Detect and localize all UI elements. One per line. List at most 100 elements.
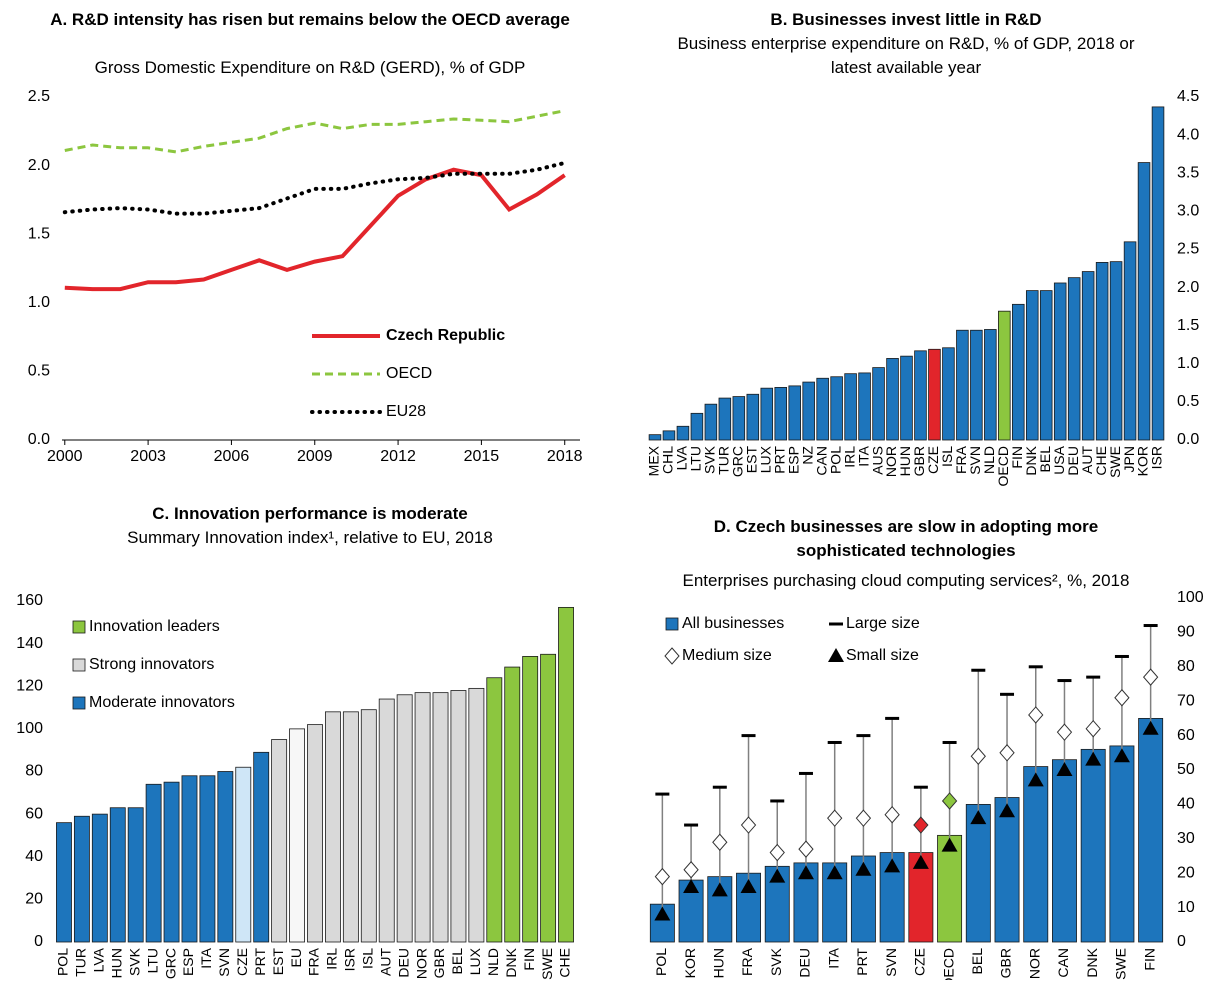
marker	[999, 803, 1016, 818]
bar	[127, 807, 144, 943]
line-series	[64, 109, 565, 154]
marker	[970, 747, 986, 765]
marker	[769, 843, 785, 862]
marker	[712, 833, 728, 851]
x-tick-label: AUT	[377, 948, 393, 976]
y-tick-label: 0	[34, 933, 43, 950]
legend-label: EU28	[386, 403, 426, 420]
x-tick-label: BEL	[1037, 446, 1053, 473]
x-tick-label: SVN	[883, 948, 899, 977]
marker	[970, 810, 987, 825]
chart: 0.00.51.01.52.02.53.03.54.04.5MEXCHLLVAL…	[646, 88, 1200, 486]
bar	[788, 385, 801, 441]
bar	[760, 387, 774, 441]
bar	[450, 690, 467, 943]
legend-swatch	[828, 648, 844, 662]
marker	[1142, 720, 1159, 735]
x-tick-label: EST	[744, 446, 760, 474]
bar	[970, 329, 983, 441]
bar	[872, 367, 885, 441]
bar	[342, 711, 359, 943]
y-tick-label: 60	[1177, 727, 1195, 744]
x-tick-label: OECD	[995, 446, 1011, 486]
bar	[217, 771, 234, 943]
bar	[253, 751, 270, 943]
marker	[1114, 689, 1130, 707]
chart-title: C. Innovation performance is moderate	[152, 504, 468, 523]
y-tick-label: 100	[16, 720, 43, 737]
bar	[1053, 282, 1067, 441]
y-tick-label: 70	[1177, 692, 1195, 709]
x-tick-label: USA	[1051, 445, 1067, 474]
x-tick-label: CHL	[660, 446, 676, 474]
y-tick-label: 90	[1177, 624, 1195, 641]
bar	[1109, 745, 1135, 943]
x-tick-label: EU	[288, 948, 304, 967]
x-tick-label: 2003	[130, 448, 166, 465]
bar	[73, 815, 90, 943]
marker	[855, 861, 872, 876]
bar	[994, 797, 1020, 943]
y-tick-label: 0.5	[1177, 393, 1199, 410]
bar	[307, 724, 323, 943]
marker	[912, 854, 929, 869]
x-tick-label: NLD	[485, 948, 501, 976]
x-tick-label: HUN	[108, 948, 124, 978]
x-tick-label: DEU	[395, 948, 411, 978]
bar	[844, 373, 857, 441]
marker	[1085, 751, 1102, 766]
panel-d: 0 10 20 30 40 50 60 70 80 90 100 POL KOR HUN FRA SVK DEU…	[606, 490, 1212, 980]
x-tick-label: DEU	[1065, 446, 1081, 476]
x-tick-label: LUX	[467, 947, 483, 975]
x-tick-label: DNK	[1023, 445, 1039, 475]
bar	[432, 692, 449, 943]
x-tick-label: 2012	[380, 448, 416, 465]
marker	[1085, 719, 1101, 738]
x-tick-label: IRL	[324, 948, 340, 970]
y-tick-label: 0.0	[1177, 431, 1199, 448]
bar	[858, 372, 871, 441]
x-tick-label: ISL	[939, 446, 955, 467]
y-tick-label: 80	[1177, 658, 1195, 675]
x-tick-label: NOR	[413, 948, 429, 979]
bar	[928, 348, 941, 441]
y-tick-label: 3.0	[1177, 203, 1199, 220]
marker	[855, 809, 872, 827]
marker	[769, 868, 786, 883]
y-tick-label: 30	[1177, 830, 1195, 847]
marker	[1028, 706, 1044, 724]
y-tick-label: 2.5	[28, 88, 50, 105]
y-tick-label: 50	[1177, 761, 1195, 778]
bar	[414, 692, 431, 943]
bar	[504, 666, 521, 943]
x-tick-label: ISL	[359, 948, 375, 969]
y-tick-label: 2.5	[1177, 241, 1199, 258]
x-tick-label: FIN	[1009, 446, 1025, 469]
x-tick-label: 2006	[214, 448, 250, 465]
y-tick-label: 40	[1177, 796, 1195, 813]
x-tick-label: NLD	[981, 446, 997, 474]
x-tick-label: POL	[55, 948, 71, 976]
x-tick-label: CZE	[925, 446, 941, 474]
bar	[942, 347, 955, 441]
x-tick-label: GBR	[998, 948, 1014, 978]
marker	[1056, 762, 1073, 776]
panel-b: 0.0 0.5 1.0 1.5 2.0 2.5 3.0 3.5 4.0 4.5 MEX CHL LVA L…	[606, 0, 1212, 490]
bar	[1039, 290, 1053, 441]
bar	[802, 381, 815, 441]
bar	[830, 376, 843, 441]
bar	[289, 728, 306, 943]
x-tick-label: 2015	[464, 448, 500, 465]
x-tick-label: LVA	[674, 445, 690, 470]
bar	[56, 822, 72, 943]
marker	[884, 805, 900, 824]
x-tick-label: AUS	[869, 446, 885, 475]
x-tick-label: MEX	[646, 445, 662, 476]
bar	[1109, 261, 1123, 441]
bar	[558, 606, 574, 943]
x-tick-label: TUR	[73, 948, 89, 977]
y-tick-label: 0.0	[28, 431, 50, 448]
bar	[676, 425, 690, 441]
x-tick-label: GBR	[431, 948, 447, 978]
marker	[1113, 748, 1130, 763]
